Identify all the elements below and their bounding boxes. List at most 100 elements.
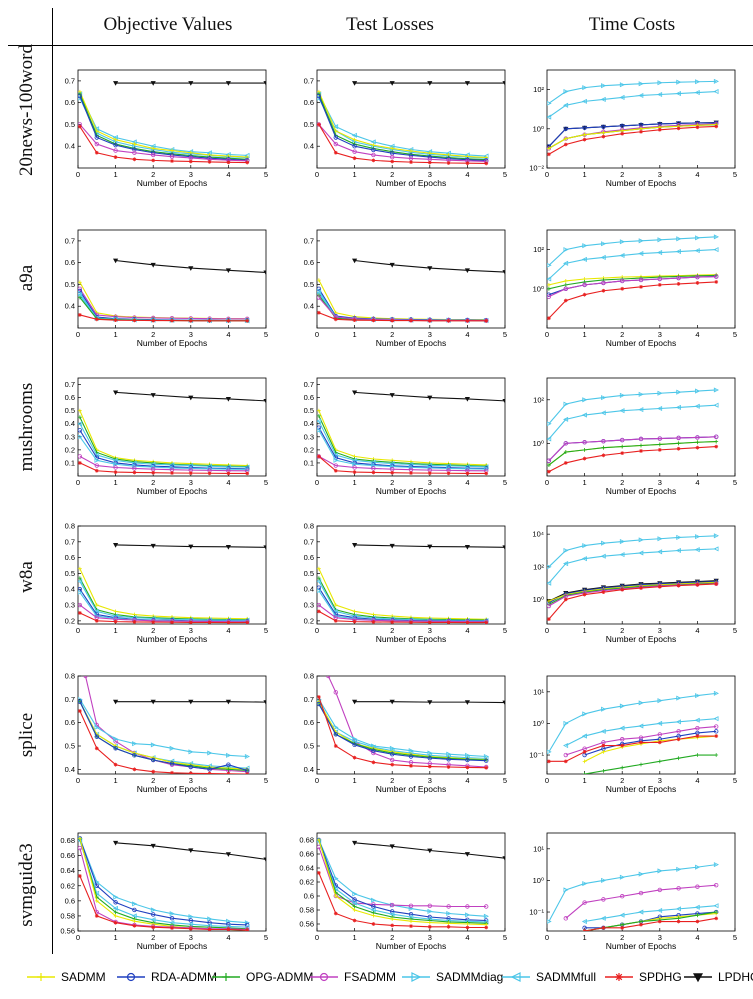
series-spdhg-marker	[170, 318, 174, 323]
x-tick-label: 0	[545, 330, 549, 339]
series-spdhg-marker	[409, 471, 413, 475]
column-header-time-costs: Time Costs	[588, 14, 676, 35]
series-spdhg-marker	[113, 470, 118, 474]
series-lpdhg-marker	[263, 545, 266, 551]
series-spdhg-marker	[94, 914, 99, 918]
series-sadmm-line	[318, 410, 487, 466]
plot-frame	[546, 525, 736, 625]
x-tick-label: 0	[315, 170, 319, 179]
series-sadmmfull-marker	[657, 249, 663, 256]
series-sadmmdiag-marker	[207, 750, 213, 756]
series-sadmmfull-marker	[78, 421, 83, 427]
series-sadmmdiag-marker	[657, 237, 663, 243]
x-tick-label: 4	[226, 626, 230, 635]
series-spdhg-marker	[582, 137, 587, 142]
x-tick-label: 1	[353, 170, 357, 179]
plot-frame	[77, 675, 267, 775]
series-spdhg-marker	[151, 318, 156, 323]
x-tick-label: 3	[189, 776, 193, 785]
series-spdhg-line	[79, 314, 248, 322]
x-tick-label: 4	[465, 170, 469, 179]
series-sadmm-marker	[371, 913, 376, 918]
x-tick-label: 3	[658, 776, 662, 785]
series-lpdhg-marker	[188, 848, 194, 854]
series-sadmmfull-marker	[657, 907, 663, 913]
series-sadmmfull-marker	[150, 461, 156, 467]
x-tick-label: 4	[695, 170, 699, 179]
series-sadmmfull-marker	[464, 463, 470, 469]
series-rda-admm-marker	[78, 428, 83, 433]
series-fsadmm-marker	[113, 465, 118, 470]
legend-item-sadmm: SADMM	[26, 970, 106, 984]
x-tick-label: 0	[76, 933, 80, 942]
series-fsadmm-marker	[582, 282, 587, 288]
series-fsadmm-marker	[245, 927, 250, 931]
series-rda-admm-line	[548, 580, 717, 604]
series-spdhg-line	[584, 917, 717, 931]
series-spdhg-marker	[94, 150, 99, 155]
y-tick-label: 0.56	[299, 920, 314, 929]
series-spdhg-marker	[132, 470, 137, 475]
series-fsadmm-marker	[695, 884, 700, 889]
x-tick-label: 5	[733, 478, 737, 487]
series-sadmmdiag-marker	[619, 538, 625, 545]
series-sadmmdiag-line	[318, 430, 487, 470]
series-fsadmm-marker	[83, 676, 88, 679]
y-tick-label: 10¹	[533, 844, 544, 853]
x-tick-label: 4	[226, 776, 230, 785]
series-spdhg-marker	[78, 874, 82, 878]
x-tick-label: 3	[189, 626, 193, 635]
series-fsadmm-marker	[713, 274, 719, 279]
series-sadmmdiag-marker	[695, 534, 701, 540]
x-tick-label: 1	[583, 626, 587, 635]
series-sadmm-marker	[352, 137, 357, 142]
series-spdhg-marker	[333, 150, 338, 155]
series-sadmm-marker	[113, 137, 118, 142]
series-fsadmm-marker	[94, 141, 99, 147]
series-spdhg-marker	[695, 125, 700, 130]
x-tick-label: 1	[353, 330, 357, 339]
series-sadmmfull-marker	[657, 549, 663, 555]
series-sadmmdiag-marker	[226, 752, 232, 758]
series-opg-admm-marker	[317, 702, 321, 706]
x-tick-label: 2	[620, 170, 624, 179]
series-spdhg-marker	[409, 763, 413, 768]
series-fsadmm-marker	[132, 150, 137, 155]
series-lpdhg-marker	[502, 81, 505, 86]
series-sadmmdiag-line	[548, 389, 717, 425]
series-sadmmfull-marker	[638, 92, 644, 99]
series-sadmmfull-marker	[694, 248, 700, 254]
series-rda-admm-marker	[207, 767, 212, 772]
series-spdhg-marker	[333, 618, 338, 623]
series-spdhg-marker	[409, 318, 413, 323]
series-opg-admm-line	[79, 838, 248, 930]
series-lpdhg-line	[548, 580, 717, 602]
series-sadmmdiag-marker	[446, 465, 452, 471]
series-lpdhg-marker	[389, 699, 395, 705]
series-fsadmm-marker	[483, 904, 489, 909]
x-tick-label: 4	[695, 626, 699, 635]
y-tick-label: 0.6	[65, 98, 75, 107]
x-tick-label: 2	[151, 478, 155, 487]
series-spdhg-marker	[657, 740, 662, 745]
series-lpdhg-marker	[150, 393, 156, 398]
series-lpdhg-marker	[464, 852, 470, 857]
series-fsadmm-marker	[601, 897, 606, 902]
x-tick-label: 3	[428, 933, 432, 942]
series-sadmmdiag-marker	[483, 466, 489, 472]
series-sadmmdiag-marker	[317, 427, 322, 433]
series-opg-admm-marker	[695, 913, 700, 918]
x-tick-label: 2	[151, 330, 155, 339]
series-spdhg-line	[79, 126, 248, 164]
series-spdhg-marker	[78, 124, 82, 129]
series-sadmmfull-marker	[563, 561, 569, 567]
series-rda-admm-marker	[317, 93, 322, 99]
x-tick-label: 3	[658, 626, 662, 635]
y-tick-label: 0.4	[65, 142, 75, 151]
series-fsadmm-marker	[446, 904, 451, 909]
y-tick-label: 0.6	[304, 892, 314, 901]
series-spdhg-marker	[226, 471, 231, 476]
series-spdhg-marker	[676, 282, 681, 286]
series-spdhg-marker	[188, 318, 193, 323]
series-sadmmfull-marker	[713, 247, 719, 253]
